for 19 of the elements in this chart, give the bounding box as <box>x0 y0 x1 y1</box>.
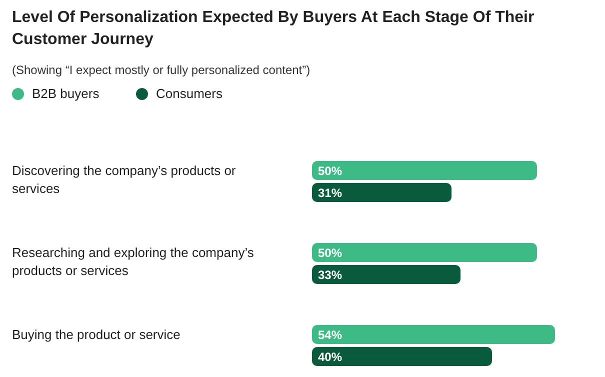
legend-label: B2B buyers <box>32 86 100 101</box>
bar <box>312 347 492 366</box>
y-tick-label: Discovering the company’s products or services <box>12 163 236 196</box>
legend-label: Consumers <box>156 86 223 101</box>
text: (Showing “I expect mostly or fully personalized content”) <box>12 63 310 77</box>
y-tick-label: Researching and exploring the company’s products or services <box>12 245 254 278</box>
data-label: 31% <box>318 186 342 200</box>
data-label: 33% <box>318 268 342 282</box>
data-label: 54% <box>318 328 342 342</box>
data-label: 40% <box>318 350 342 364</box>
data-label: 50% <box>318 246 342 260</box>
bar <box>312 161 537 180</box>
bar <box>312 183 452 202</box>
bar <box>312 325 555 344</box>
chart-title: Level Of Personalization Expected By Buyers At Each Stage Of Their Customer Journey <box>12 9 534 48</box>
bar <box>312 243 537 262</box>
bar <box>312 265 460 284</box>
data-label: 50% <box>318 164 342 178</box>
y-tick-label: Buying the product or service <box>12 327 180 342</box>
